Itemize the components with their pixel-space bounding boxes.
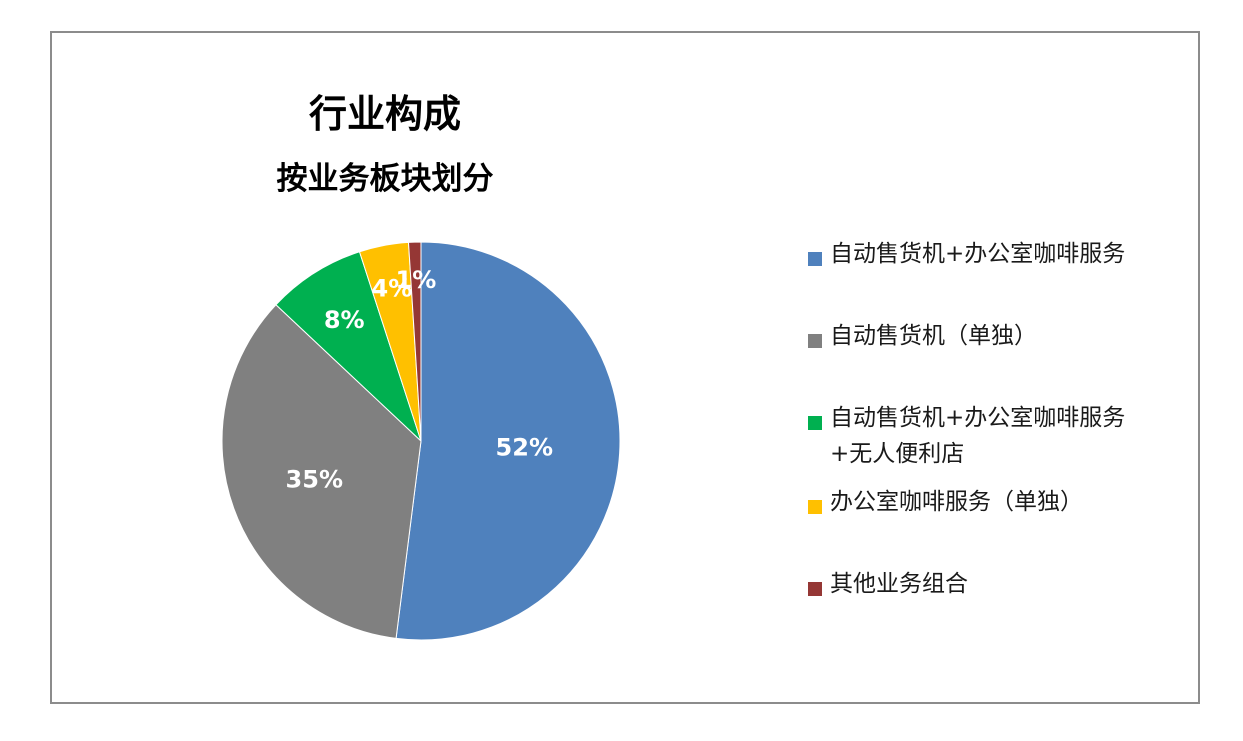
legend-label-line: +无人便利店 <box>830 441 965 467</box>
legend-label-line: 其他业务组合 <box>830 571 968 597</box>
chart-subtitle: 按业务板块划分 <box>276 161 494 197</box>
legend-label-line: 办公室咖啡服务（单独） <box>830 489 1083 515</box>
legend-swatch <box>808 252 822 266</box>
legend-label: 其他业务组合 <box>830 566 1190 602</box>
legend-swatch <box>808 334 822 348</box>
legend-item-1: 自动售货机+办公室咖啡服务 <box>808 236 1198 272</box>
legend-item-4: 办公室咖啡服务（单独） <box>808 484 1198 520</box>
data-label-5: 1% <box>396 266 437 294</box>
data-label-1: 52% <box>496 433 553 461</box>
chart-title: 行业构成 <box>308 92 461 136</box>
legend-item-3: 自动售货机+办公室咖啡服务 +无人便利店 <box>808 400 1198 472</box>
legend-label-line: 自动售货机（单独） <box>830 323 1037 349</box>
data-label-4: 4% <box>372 275 413 303</box>
legend-label: 自动售货机+办公室咖啡服务 <box>830 236 1190 272</box>
data-label-3: 8% <box>324 306 365 334</box>
pie-slice-1 <box>395 241 621 641</box>
legend-label: 自动售货机（单独） <box>830 318 1190 354</box>
legend-item-5: 其他业务组合 <box>808 566 1198 602</box>
legend-swatch <box>808 500 822 514</box>
legend-label-line: 自动售货机+办公室咖啡服务 <box>830 241 1126 267</box>
legend-label-line: 自动售货机+办公室咖啡服务 <box>830 405 1126 431</box>
data-label-2: 35% <box>286 465 343 493</box>
pie-slice-5 <box>407 241 422 442</box>
legend-swatch <box>808 416 822 430</box>
legend-item-2: 自动售货机（单独） <box>808 318 1198 354</box>
legend-label: 办公室咖啡服务（单独） <box>830 484 1190 520</box>
legend-swatch <box>808 582 822 596</box>
pie-slice-3 <box>275 251 422 442</box>
legend-label: 自动售货机+办公室咖啡服务 +无人便利店 <box>830 400 1190 472</box>
pie-slice-2 <box>221 304 422 639</box>
